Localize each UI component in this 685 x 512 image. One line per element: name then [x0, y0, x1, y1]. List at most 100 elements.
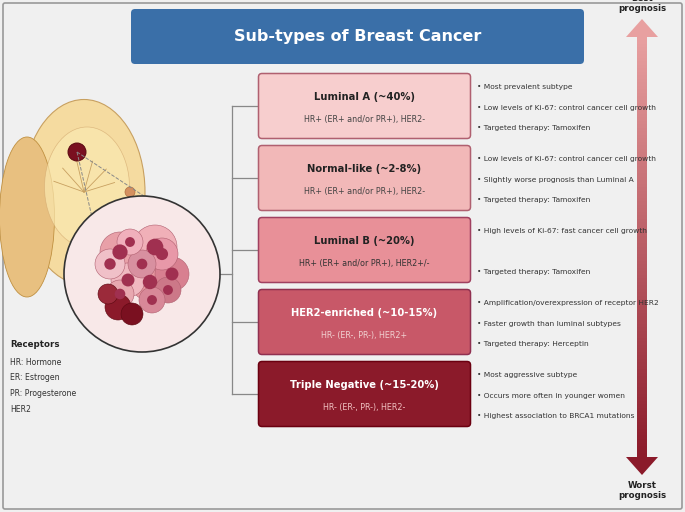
Bar	[637, 425, 647, 429]
Text: Best
prognosis: Best prognosis	[618, 0, 666, 13]
Circle shape	[147, 295, 157, 305]
Bar	[637, 415, 647, 418]
Bar	[637, 204, 647, 208]
Circle shape	[121, 273, 134, 286]
Circle shape	[166, 268, 179, 281]
FancyBboxPatch shape	[3, 3, 682, 509]
Bar	[637, 390, 647, 394]
Bar	[637, 278, 647, 282]
Text: HR: Hormone: HR: Hormone	[10, 358, 62, 367]
Text: HR+ (ER+ and/or PR+), HER2-: HR+ (ER+ and/or PR+), HER2-	[304, 187, 425, 196]
Text: Worst
prognosis: Worst prognosis	[618, 481, 666, 500]
Text: ER: Estrogen: ER: Estrogen	[10, 373, 60, 382]
Bar	[637, 110, 647, 114]
Circle shape	[133, 225, 177, 269]
Bar	[637, 222, 647, 226]
Text: HR+ (ER+ and/or PR+), HER2+/-: HR+ (ER+ and/or PR+), HER2+/-	[299, 259, 429, 268]
Bar	[637, 169, 647, 174]
FancyBboxPatch shape	[258, 361, 471, 426]
FancyBboxPatch shape	[131, 9, 584, 64]
Bar	[637, 40, 647, 44]
Bar	[637, 411, 647, 415]
Bar	[637, 93, 647, 96]
Bar	[637, 429, 647, 433]
Bar	[637, 127, 647, 132]
Bar	[637, 267, 647, 271]
Bar	[637, 198, 647, 202]
Circle shape	[163, 285, 173, 295]
Bar	[637, 68, 647, 72]
Bar	[637, 404, 647, 408]
Bar	[637, 439, 647, 443]
Bar	[637, 379, 647, 383]
FancyBboxPatch shape	[258, 145, 471, 210]
Text: PR: Progesterone: PR: Progesterone	[10, 389, 76, 398]
FancyBboxPatch shape	[258, 289, 471, 354]
Bar	[637, 120, 647, 124]
Bar	[637, 51, 647, 54]
Circle shape	[104, 258, 116, 270]
Text: Luminal B (~20%): Luminal B (~20%)	[314, 236, 414, 246]
Bar	[637, 78, 647, 82]
Bar	[637, 400, 647, 404]
Circle shape	[155, 257, 189, 291]
Bar	[637, 141, 647, 145]
Circle shape	[114, 289, 125, 300]
Text: • Occurs more often in younger women: • Occurs more often in younger women	[477, 393, 625, 399]
Ellipse shape	[0, 137, 55, 297]
Bar	[637, 72, 647, 75]
Text: • Targeted therapy: Tamoxifen: • Targeted therapy: Tamoxifen	[477, 197, 590, 203]
Bar	[637, 257, 647, 261]
Bar	[637, 324, 647, 328]
Bar	[637, 236, 647, 240]
Bar	[637, 47, 647, 51]
Bar	[637, 453, 647, 457]
Text: Normal-like (~2-8%): Normal-like (~2-8%)	[308, 164, 421, 174]
Bar	[637, 397, 647, 401]
Bar	[637, 145, 647, 149]
Text: • Low levels of Ki-67: control cancer cell growth: • Low levels of Ki-67: control cancer ce…	[477, 157, 656, 162]
Bar	[637, 306, 647, 310]
Bar	[637, 82, 647, 86]
Bar	[637, 44, 647, 48]
Circle shape	[68, 143, 86, 161]
Bar	[637, 261, 647, 265]
Circle shape	[98, 284, 118, 304]
Bar	[637, 208, 647, 212]
Polygon shape	[626, 457, 658, 475]
Bar	[637, 89, 647, 93]
Text: • Most prevalent subtype: • Most prevalent subtype	[477, 84, 573, 91]
Bar	[637, 345, 647, 349]
Bar	[637, 148, 647, 153]
Bar	[637, 159, 647, 163]
Bar	[637, 418, 647, 422]
Bar	[637, 86, 647, 90]
Bar	[637, 156, 647, 160]
Bar	[637, 309, 647, 313]
Bar	[637, 285, 647, 289]
Bar	[637, 348, 647, 352]
Text: • Targeted therapy: Tamoxifen: • Targeted therapy: Tamoxifen	[477, 125, 590, 131]
Bar	[637, 114, 647, 117]
Text: HR- (ER-, PR-), HER2-: HR- (ER-, PR-), HER2-	[323, 403, 406, 412]
Bar	[637, 274, 647, 279]
Bar	[637, 135, 647, 139]
Bar	[637, 253, 647, 258]
Bar	[637, 299, 647, 303]
Text: • Faster growth than luminal subtypes: • Faster growth than luminal subtypes	[477, 321, 621, 327]
Bar	[637, 366, 647, 370]
Bar	[637, 96, 647, 100]
Circle shape	[111, 263, 145, 297]
Bar	[637, 387, 647, 391]
Bar	[637, 327, 647, 331]
Bar	[637, 219, 647, 223]
Bar	[637, 292, 647, 296]
Bar	[637, 201, 647, 205]
Bar	[637, 173, 647, 177]
Bar	[637, 240, 647, 244]
Bar	[637, 341, 647, 345]
Bar	[637, 432, 647, 436]
Bar	[637, 117, 647, 121]
Bar	[637, 162, 647, 166]
Bar	[637, 373, 647, 376]
